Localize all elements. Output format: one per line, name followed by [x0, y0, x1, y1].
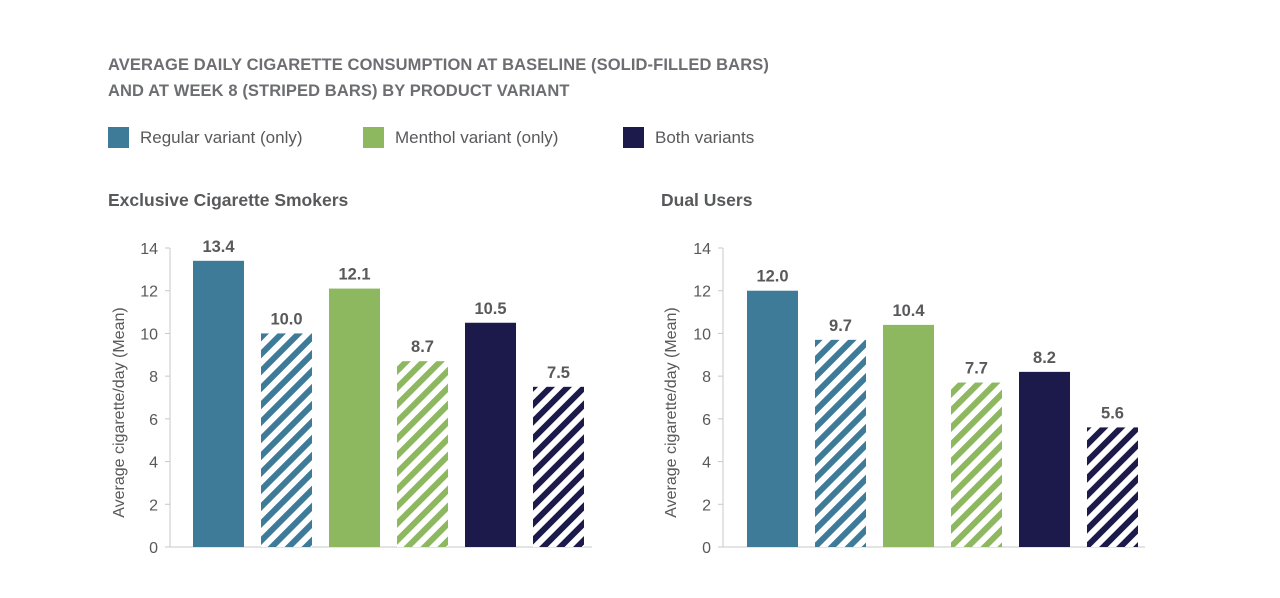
- legend-item-both: Both variants: [623, 127, 754, 148]
- y-tick-label: 12: [693, 284, 711, 301]
- legend-item-menthol: Menthol variant (only): [363, 127, 558, 148]
- y-tick-label: 10: [140, 326, 158, 343]
- bar-baseline-menthol: [883, 324, 934, 547]
- bar-week8-both: [1087, 427, 1138, 547]
- chart-panel-1: 0 2 4 6 8 10 12 14 Average cigarette/day (Mean) 1…: [663, 241, 1145, 557]
- chart-title: AVERAGE DAILY CIGARETTE CONSUMPTION AT B…: [108, 52, 769, 104]
- y-tick-label: 8: [149, 369, 158, 386]
- bar-week8-menthol: [951, 382, 1002, 547]
- data-label: 8.2: [1033, 349, 1056, 367]
- y-tick-label: 2: [149, 497, 158, 514]
- legend-swatch-both: [623, 127, 644, 148]
- bar-baseline-regular: [747, 290, 798, 547]
- y-tick-label: 14: [693, 241, 711, 258]
- chart-title-line-2: AND AT WEEK 8 (STRIPED BARS) BY PRODUCT …: [108, 82, 570, 100]
- y-tick-label: 6: [149, 412, 158, 429]
- bar-week8-regular: [261, 333, 312, 547]
- panel-title-exclusive: Exclusive Cigarette Smokers: [108, 190, 349, 210]
- y-tick-label: 10: [693, 326, 711, 343]
- data-label: 10.0: [270, 310, 302, 328]
- bar-week8-both: [533, 386, 584, 547]
- legend-label-regular: Regular variant (only): [140, 127, 303, 147]
- legend-swatch-regular: [108, 127, 129, 148]
- data-label: 7.5: [547, 364, 570, 382]
- bar-baseline-both: [465, 322, 516, 547]
- data-label: 10.5: [474, 300, 506, 318]
- data-label: 12.1: [338, 266, 370, 284]
- data-label: 12.0: [756, 268, 788, 286]
- y-tick-label: 0: [149, 540, 158, 557]
- legend-swatch-menthol: [363, 127, 384, 148]
- panel-title-dual: Dual Users: [661, 190, 753, 210]
- legend-label-both: Both variants: [655, 127, 755, 147]
- bar-baseline-menthol: [329, 288, 380, 547]
- bar-baseline-regular: [193, 260, 244, 547]
- data-label: 8.7: [411, 338, 434, 356]
- legend-label-menthol: Menthol variant (only): [395, 127, 559, 147]
- y-tick-label: 2: [702, 497, 711, 514]
- data-label: 10.4: [892, 302, 925, 320]
- data-label: 13.4: [202, 238, 235, 256]
- y-tick-label: 8: [702, 369, 711, 386]
- data-label: 9.7: [829, 317, 852, 335]
- y-tick-label: 12: [140, 284, 158, 301]
- data-label: 7.7: [965, 360, 988, 378]
- y-tick-label: 0: [702, 540, 711, 557]
- bar-week8-menthol: [397, 361, 448, 547]
- y-axis-label: Average cigarette/day (Mean): [663, 307, 680, 517]
- bar-week8-regular: [815, 339, 866, 547]
- bar-baseline-both: [1019, 371, 1070, 547]
- legend-item-regular: Regular variant (only): [108, 127, 303, 148]
- y-tick-label: 14: [140, 241, 158, 258]
- chart-panel-0: 0 2 4 6 8 10 12 14 Average cigarette/day (Mean) 1…: [111, 238, 592, 557]
- data-label: 5.6: [1101, 404, 1124, 422]
- chart-title-line-1: AVERAGE DAILY CIGARETTE CONSUMPTION AT B…: [108, 56, 769, 74]
- y-tick-label: 6: [702, 412, 711, 429]
- y-axis-label: Average cigarette/day (Mean): [111, 307, 128, 517]
- y-tick-label: 4: [702, 455, 711, 472]
- y-tick-label: 4: [149, 455, 158, 472]
